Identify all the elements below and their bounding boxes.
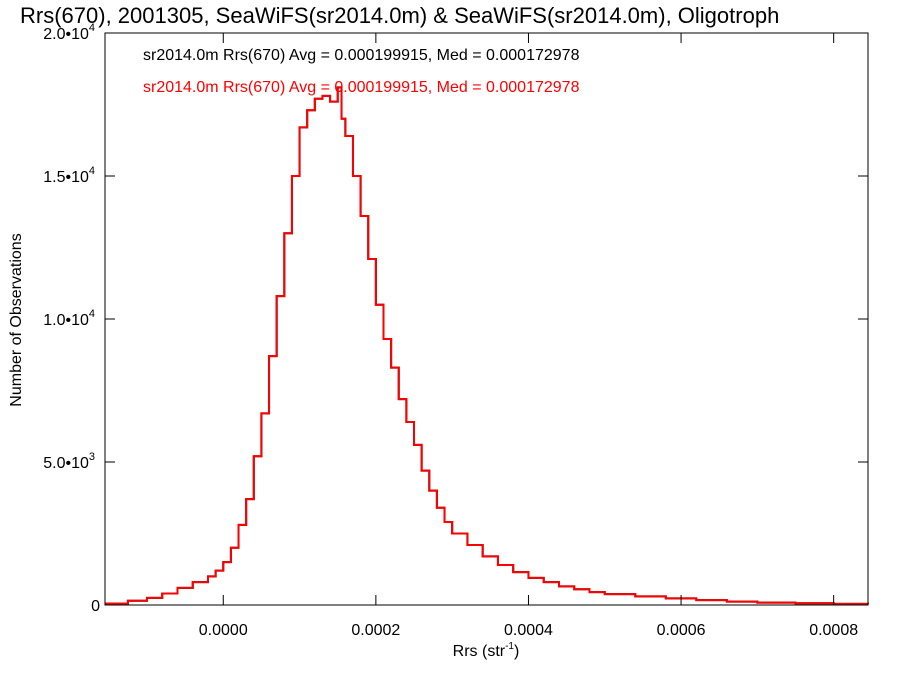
x-tick-label: 0.0004	[504, 622, 553, 639]
chart-title: Rrs(670), 2001305, SeaWiFS(sr2014.0m) & …	[20, 3, 779, 28]
x-tick-label: 0.0006	[657, 622, 706, 639]
x-axis-label: Rrs (str-1)	[453, 641, 520, 660]
y-tick-label: 1.0•104	[43, 308, 95, 329]
y-tick-label-exponent: 4	[89, 165, 95, 177]
y-tick-label-exponent: 4	[89, 308, 95, 320]
x-tick-label: 0.0008	[809, 622, 858, 639]
y-axis-label: Number of Observations	[8, 233, 25, 406]
y-tick-label: 1.5•104	[43, 165, 95, 186]
series-red-line	[105, 86, 869, 605]
x-tick-label: 0.0002	[351, 622, 400, 639]
x-tick-label: 0.0000	[199, 622, 248, 639]
y-tick-label: 5.0•103	[43, 451, 95, 472]
y-tick-label-base: 1.0•10	[43, 312, 89, 329]
x-axis-label-main: Rrs (str	[453, 643, 506, 660]
annotation-black: sr2014.0m Rrs(670) Avg = 0.000199915, Me…	[143, 47, 580, 64]
y-tick-label-base: 2.0•10	[43, 26, 89, 43]
series-red-step	[105, 86, 869, 605]
y-tick-label-exponent: 3	[89, 451, 95, 463]
y-tick-label-exponent: 4	[89, 22, 95, 34]
y-tick-label-base: 0	[91, 598, 100, 615]
plot-frame	[104, 32, 869, 606]
y-tick-label-base: 5.0•10	[43, 455, 89, 472]
x-axis-ticks: 0.0000 0.0002 0.0004 0.0006 0.0008	[199, 33, 858, 639]
series-black-line	[105, 86, 869, 605]
x-axis-label-superscript: -1	[505, 641, 514, 652]
y-tick-label: 0	[91, 598, 100, 615]
y-tick-label-base: 1.5•10	[43, 169, 89, 186]
x-axis-label-close: )	[514, 643, 519, 660]
y-tick-label: 2.0•104	[43, 22, 95, 43]
annotation-red: sr2014.0m Rrs(670) Avg = 0.000199915, Me…	[143, 79, 580, 96]
series-black-step	[105, 86, 869, 605]
